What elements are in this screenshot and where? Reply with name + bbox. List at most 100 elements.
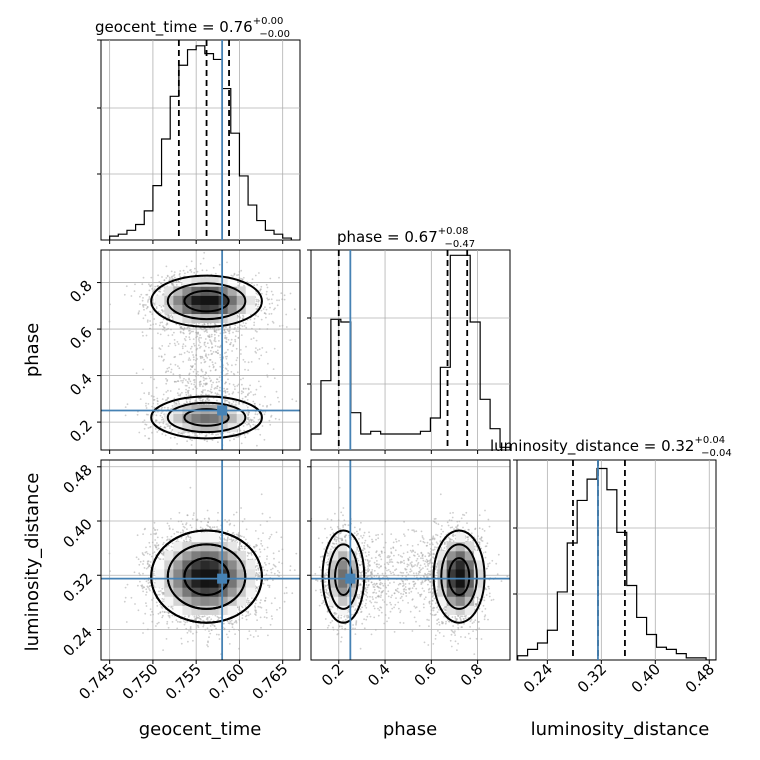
sample-point — [245, 345, 247, 348]
sample-point — [166, 322, 169, 325]
sample-point — [163, 358, 165, 361]
sample-point — [260, 318, 263, 321]
sample-point — [165, 377, 167, 380]
sample-point — [249, 613, 252, 615]
sample-point — [187, 359, 190, 361]
sample-point — [176, 538, 179, 541]
sample-point — [265, 283, 268, 286]
sample-point — [265, 609, 268, 611]
sample-point — [205, 435, 208, 437]
sample-point — [189, 438, 192, 441]
sample-point — [239, 327, 241, 330]
sample-point — [225, 336, 228, 339]
sample-point — [192, 354, 195, 356]
sample-point — [244, 368, 246, 371]
sample-point — [240, 392, 243, 395]
sample-point — [201, 400, 204, 402]
sample-point — [206, 382, 208, 385]
sample-point — [202, 328, 205, 331]
sample-point — [134, 603, 136, 605]
sample-point — [240, 535, 243, 538]
sample-point — [188, 336, 191, 339]
sample-point — [179, 621, 182, 623]
sample-point — [203, 439, 206, 441]
sample-point — [184, 339, 187, 342]
sample-point — [217, 441, 219, 444]
sample-point — [159, 282, 162, 284]
sample-point — [239, 316, 242, 319]
sample-point — [253, 420, 255, 423]
sample-point — [239, 429, 242, 432]
sample-point — [246, 603, 249, 606]
sample-point — [270, 615, 273, 618]
sample-point — [188, 357, 191, 360]
sample-point — [170, 606, 173, 609]
sample-point — [186, 620, 189, 623]
sample-point — [149, 327, 152, 330]
sample-point — [242, 377, 245, 380]
sample-point — [204, 377, 207, 380]
sample-point — [192, 431, 194, 434]
sample-point — [190, 271, 193, 273]
sample-point — [214, 362, 217, 364]
sample-point — [152, 299, 154, 301]
sample-point — [170, 276, 173, 279]
sample-point — [184, 272, 186, 275]
sample-point — [217, 345, 219, 348]
sample-point — [143, 308, 145, 311]
sample-point — [126, 583, 129, 586]
sample-point — [273, 377, 276, 380]
sample-point — [177, 432, 180, 434]
sample-point — [212, 363, 214, 366]
sample-point — [172, 373, 175, 376]
sample-point — [246, 406, 249, 409]
sample-point — [261, 425, 264, 427]
sample-point — [253, 284, 256, 287]
sample-point — [226, 390, 229, 393]
sample-point — [144, 612, 147, 615]
sample-point — [242, 322, 245, 324]
sample-point — [217, 433, 219, 436]
density-cell — [173, 286, 183, 296]
sample-point — [139, 398, 142, 400]
sample-point — [201, 356, 204, 359]
sample-point — [209, 625, 212, 627]
sample-point — [145, 423, 148, 426]
sample-point — [234, 540, 237, 542]
sample-point — [228, 330, 231, 333]
sample-point — [172, 274, 175, 277]
sample-point — [181, 381, 184, 384]
sample-point — [255, 300, 258, 303]
contour-line — [150, 395, 263, 440]
sample-point — [149, 285, 151, 287]
sample-point — [260, 542, 262, 545]
sample-point — [200, 368, 203, 371]
sample-point — [208, 394, 210, 396]
sample-point — [171, 405, 174, 407]
sample-point — [225, 341, 228, 344]
sample-point — [209, 339, 211, 341]
sample-point — [183, 338, 186, 340]
sample-point — [210, 384, 213, 386]
sample-point — [236, 371, 239, 374]
sample-point — [274, 417, 277, 420]
sample-point — [164, 434, 167, 437]
sample-point — [170, 328, 172, 331]
sample-point — [209, 322, 212, 325]
sample-point — [136, 534, 139, 537]
sample-point — [146, 321, 149, 323]
sample-point — [158, 593, 161, 596]
sample-point — [206, 356, 209, 359]
sample-point — [188, 378, 191, 381]
sample-point — [204, 345, 207, 348]
sample-point — [198, 432, 201, 435]
sample-point — [197, 374, 200, 376]
sample-point — [108, 320, 111, 323]
sample-point — [237, 336, 240, 339]
sample-point — [161, 345, 164, 347]
sample-point — [155, 306, 158, 308]
sample-point — [180, 536, 183, 539]
sample-point — [185, 391, 187, 394]
sample-point — [239, 349, 242, 351]
sample-point — [145, 605, 148, 607]
